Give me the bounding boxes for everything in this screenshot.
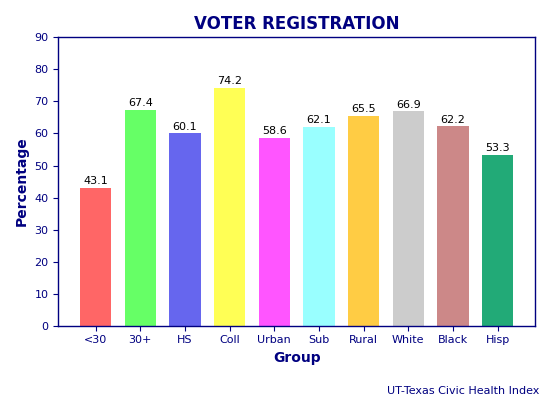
Text: 66.9: 66.9	[396, 100, 421, 110]
Title: VOTER REGISTRATION: VOTER REGISTRATION	[194, 15, 399, 33]
Bar	[80, 188, 111, 326]
Bar	[169, 133, 201, 326]
Bar	[393, 111, 424, 326]
Text: 62.1: 62.1	[307, 115, 332, 125]
Bar	[348, 116, 379, 326]
Bar	[214, 88, 245, 326]
Text: 43.1: 43.1	[83, 176, 108, 186]
Bar	[125, 110, 156, 326]
Y-axis label: Percentage: Percentage	[15, 137, 29, 226]
Text: 65.5: 65.5	[351, 104, 376, 114]
X-axis label: Group: Group	[273, 351, 321, 365]
Text: 62.2: 62.2	[441, 115, 465, 125]
Text: 53.3: 53.3	[486, 143, 510, 153]
Bar	[304, 127, 334, 326]
Bar	[437, 126, 469, 326]
Bar	[258, 138, 290, 326]
Text: 67.4: 67.4	[128, 98, 153, 108]
Text: UT-Texas Civic Health Index: UT-Texas Civic Health Index	[387, 386, 539, 396]
Text: 60.1: 60.1	[173, 122, 197, 132]
Bar	[482, 155, 513, 326]
Text: 58.6: 58.6	[262, 126, 287, 136]
Text: 74.2: 74.2	[217, 76, 242, 86]
